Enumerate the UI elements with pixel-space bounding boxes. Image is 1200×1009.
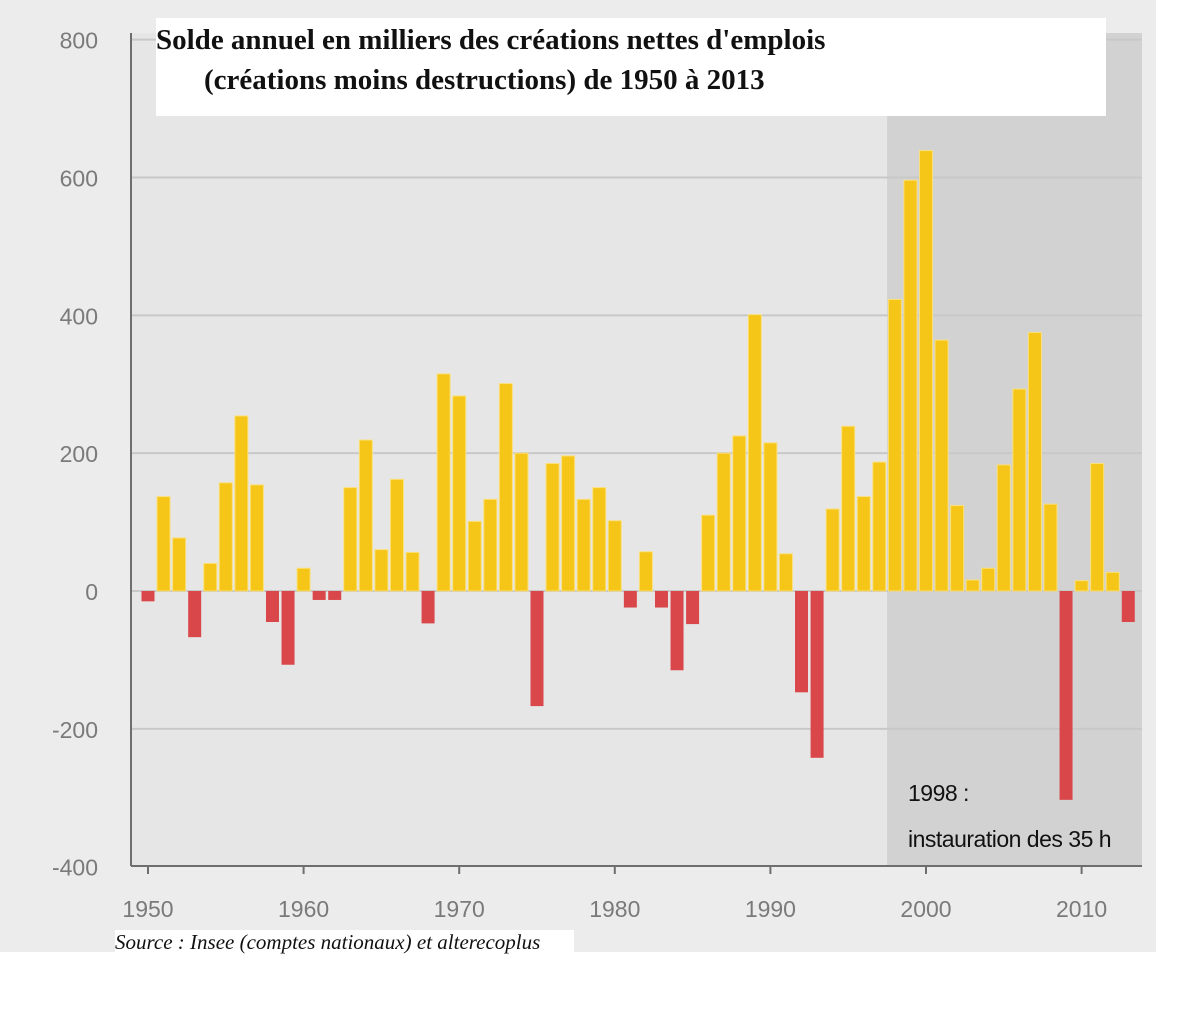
bar-1999 — [903, 179, 918, 592]
bar-2000 — [919, 150, 933, 592]
bar-1963 — [343, 487, 358, 592]
chart-title-box: Solde annuel en milliers des créations n… — [156, 18, 1106, 116]
bar-1977 — [561, 455, 576, 592]
bar-1965 — [374, 549, 389, 592]
bar-1954 — [203, 562, 218, 592]
bar-1961 — [312, 591, 326, 600]
bar-1984 — [670, 591, 684, 671]
y-tick-label: 800 — [60, 28, 98, 54]
y-tick-label: 200 — [60, 441, 98, 467]
bar-1957 — [249, 484, 264, 592]
bar-1983 — [654, 591, 668, 608]
bar-2011 — [1090, 462, 1105, 592]
bar-1974 — [514, 452, 529, 592]
bar-1962 — [328, 591, 342, 600]
bar-2009 — [1059, 591, 1073, 800]
bar-1952 — [172, 537, 187, 592]
bar-2006 — [1012, 388, 1027, 592]
bar-2013 — [1121, 591, 1135, 623]
bar-1989 — [747, 314, 762, 592]
bar-2002 — [950, 505, 965, 592]
x-tick-label: 1990 — [745, 896, 796, 922]
bar-1978 — [576, 498, 591, 592]
y-tick-label: 0 — [85, 579, 98, 605]
bar-1992 — [795, 591, 809, 693]
bar-1951 — [156, 496, 171, 592]
bar-1975 — [530, 591, 544, 707]
bar-1956 — [234, 415, 249, 592]
y-tick-label: -400 — [52, 855, 98, 881]
y-tick-labels: 800 600 400 200 0 -200 -400 — [52, 28, 98, 881]
bar-1959 — [281, 591, 295, 665]
bar-1991 — [778, 553, 793, 592]
bar-1950 — [141, 591, 155, 602]
x-tick-label: 1970 — [434, 896, 485, 922]
bar-1979 — [592, 487, 607, 592]
bar-1958 — [265, 591, 279, 623]
bar-1967 — [405, 551, 420, 592]
source-note: Source : Insee (comptes nationaux) et al… — [115, 930, 575, 955]
bar-2004 — [981, 567, 996, 592]
x-tick-labels: 1950 1960 1970 1980 1990 2000 2010 — [122, 866, 1107, 922]
bars-series — [141, 150, 1135, 800]
bar-1994 — [825, 508, 840, 592]
bar-2012 — [1105, 571, 1120, 592]
annotation-year: 1998 : — [908, 780, 969, 806]
bar-2005 — [996, 464, 1011, 592]
bar-1953 — [188, 591, 202, 638]
x-tick-label: 2010 — [1056, 896, 1107, 922]
bar-1981 — [623, 591, 637, 608]
chart-title-line-1: Solde annuel en milliers des créations n… — [156, 24, 826, 56]
bar-1964 — [358, 439, 373, 592]
bar-2007 — [1027, 332, 1042, 592]
bar-1997 — [872, 461, 887, 592]
bar-2003 — [965, 579, 980, 592]
bar-1970 — [452, 395, 467, 592]
x-tick-label: 1960 — [278, 896, 329, 922]
bar-1988 — [732, 435, 747, 592]
x-tick-label: 2000 — [900, 896, 951, 922]
bar-1990 — [763, 442, 778, 592]
bar-1968 — [421, 591, 435, 624]
bar-2008 — [1043, 503, 1058, 592]
x-tick-label: 1950 — [122, 896, 173, 922]
bar-1985 — [686, 591, 700, 625]
bar-1973 — [498, 383, 513, 592]
bar-1966 — [389, 478, 404, 592]
bar-2001 — [934, 339, 949, 592]
bar-1982 — [638, 551, 653, 592]
bar-1972 — [483, 498, 498, 592]
y-tick-label: 600 — [60, 165, 98, 191]
bar-1996 — [856, 496, 871, 592]
bar-1976 — [545, 462, 560, 592]
bar-1995 — [841, 425, 856, 592]
x-tick-label: 1980 — [589, 896, 640, 922]
bar-1955 — [218, 482, 233, 592]
bar-2010 — [1074, 580, 1089, 592]
bar-1980 — [607, 520, 622, 592]
chart-title-line-2: (créations moins destructions) de 1950 à… — [204, 64, 765, 96]
y-tick-label: -200 — [52, 717, 98, 743]
bar-1993 — [810, 591, 824, 758]
bar-1998 — [887, 298, 902, 592]
bar-1987 — [716, 452, 731, 592]
annotation-text: instauration des 35 h — [908, 826, 1112, 852]
bar-1960 — [296, 567, 311, 592]
bar-1969 — [436, 373, 451, 592]
y-tick-label: 400 — [60, 303, 98, 329]
bar-1971 — [467, 520, 482, 592]
bar-1986 — [701, 514, 716, 592]
